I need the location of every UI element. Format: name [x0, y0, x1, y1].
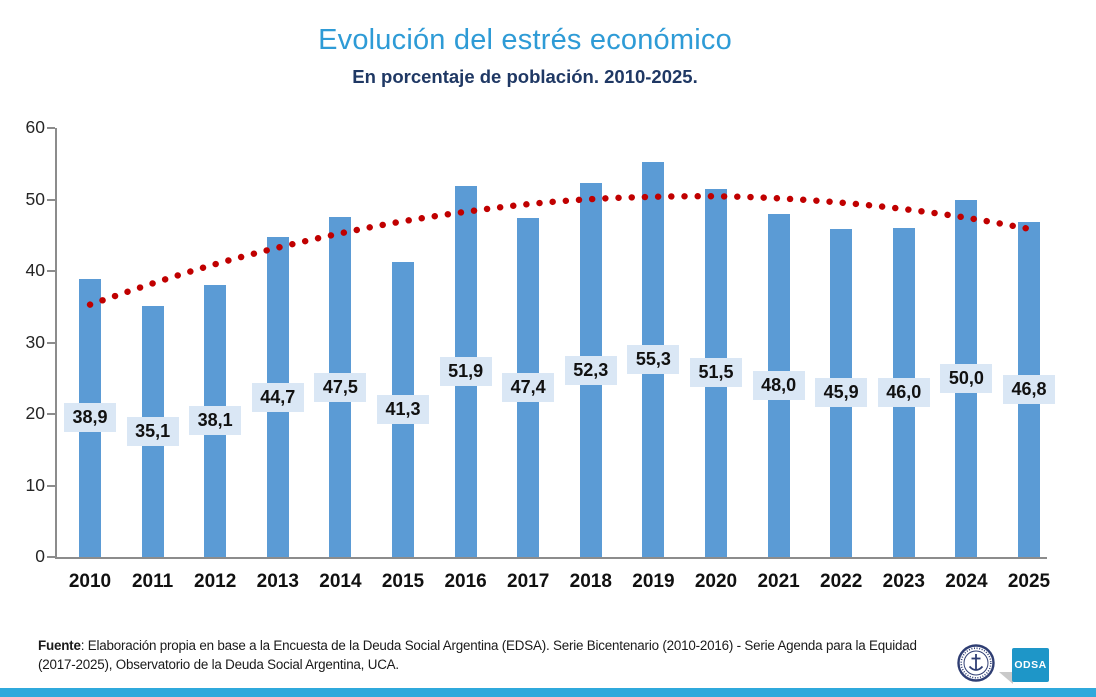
odsa-logo-tail	[999, 672, 1013, 684]
x-tick-label-2019: 2019	[632, 571, 675, 592]
bar-value-label-2019: 55,3	[627, 344, 680, 374]
footer-accent-bar	[0, 688, 1096, 697]
chart-subtitle: En porcentaje de población. 2010-2025.	[352, 66, 698, 87]
anchor-icon	[968, 654, 984, 671]
x-tick-label-2016: 2016	[444, 571, 487, 592]
y-tick-label-20: 20	[25, 403, 45, 423]
x-tick-label-2018: 2018	[569, 571, 612, 592]
x-tick-label-2024: 2024	[945, 571, 988, 592]
y-tick-mark-60	[47, 127, 55, 129]
bar-value-label-2021: 48,0	[752, 370, 805, 400]
x-tick-label-2022: 2022	[820, 571, 863, 592]
bar-value-label-2017: 47,4	[502, 373, 555, 403]
y-tick-label-40: 40	[25, 260, 45, 280]
y-tick-label-60: 60	[25, 117, 45, 137]
y-tick-mark-0	[47, 556, 55, 558]
bar-value-label-2011: 35,1	[126, 417, 179, 447]
x-tick-label-2011: 2011	[131, 571, 174, 592]
x-tick-label-2023: 2023	[882, 571, 925, 592]
bar-value-label-2015: 41,3	[377, 394, 429, 424]
y-tick-mark-30	[47, 341, 55, 344]
x-tick-label-2013: 2013	[256, 571, 299, 592]
source-text: : Elaboración propia en base a la Encues…	[38, 638, 917, 673]
y-tick-mark-20	[47, 413, 55, 415]
source-label: Fuente	[38, 638, 81, 653]
odsa-logo: ODSA	[1012, 648, 1049, 682]
bar-value-label-2020: 51,5	[690, 358, 742, 388]
bar-value-label-2010: 38,9	[64, 403, 116, 433]
y-tick-mark-50	[47, 198, 55, 201]
bar-value-label-2018: 52,3	[564, 355, 617, 385]
bar-value-label-2016: 51,9	[439, 356, 492, 386]
source-note: Fuente: Elaboración propia en base a la …	[38, 636, 956, 675]
x-tick-label-2020: 2020	[694, 571, 738, 592]
x-tick-label-2025: 2025	[1007, 571, 1051, 592]
bar-value-label-2014: 47,5	[314, 372, 367, 402]
bar-value-label-2023: 46,0	[877, 378, 930, 408]
y-tick-label-10: 10	[25, 474, 45, 495]
uca-seal-logo	[957, 644, 995, 682]
odsa-logo-label: ODSA	[1014, 659, 1047, 671]
y-tick-label-30: 30	[25, 331, 45, 352]
bar-value-label-2013: 44,7	[251, 382, 304, 412]
y-tick-label-50: 50	[25, 188, 45, 209]
x-tick-label-2010: 2010	[68, 571, 112, 592]
x-tick-label-2021: 2021	[757, 571, 800, 592]
trendline	[86, 193, 1033, 308]
bar-value-label-2022: 45,9	[815, 378, 868, 408]
x-axis-line	[55, 557, 1047, 559]
y-tick-mark-10	[47, 484, 55, 487]
chart-title: Evolución del estrés económico	[318, 24, 732, 56]
y-axis-line	[55, 128, 57, 559]
x-tick-label-2014: 2014	[319, 571, 362, 592]
bar-value-label-2024: 50,0	[940, 363, 993, 393]
y-tick-label-0: 0	[35, 546, 45, 566]
x-tick-label-2012: 2012	[194, 571, 237, 592]
x-tick-label-2015: 2015	[381, 571, 425, 592]
x-tick-label-2017: 2017	[507, 571, 550, 592]
bar-value-label-2025: 46,8	[1003, 375, 1055, 405]
y-tick-mark-40	[47, 270, 55, 272]
bar-value-label-2012: 38,1	[189, 406, 242, 436]
